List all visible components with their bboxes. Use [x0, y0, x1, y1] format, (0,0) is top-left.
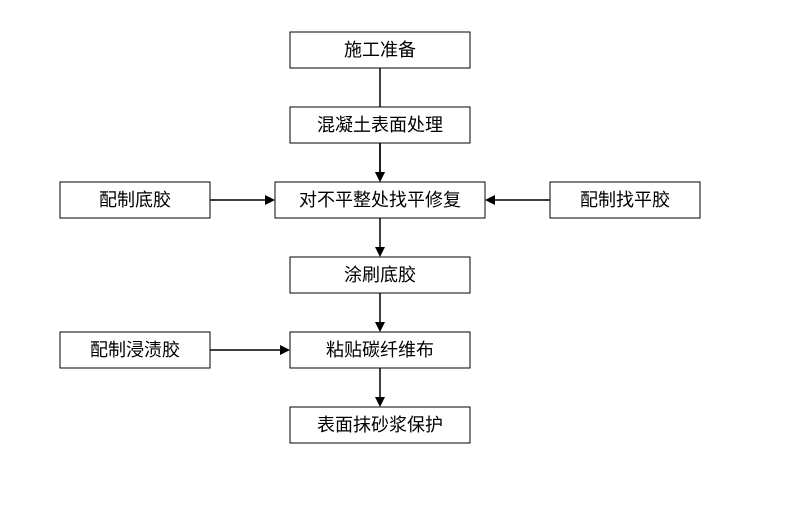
- node-label-n6: 表面抹砂浆保护: [317, 415, 443, 435]
- node-sL2: 配制浸渍胶: [60, 332, 210, 368]
- node-label-sL2: 配制浸渍胶: [90, 340, 180, 360]
- node-label-n2: 混凝土表面处理: [317, 115, 443, 135]
- flowchart-canvas: 施工准备混凝土表面处理对不平整处找平修复涂刷底胶粘贴碳纤维布表面抹砂浆保护 配制底…: [0, 0, 800, 530]
- node-n3: 对不平整处找平修复: [275, 182, 485, 218]
- node-n1: 施工准备: [290, 32, 470, 68]
- node-sR1: 配制找平胶: [550, 182, 700, 218]
- arrow-sL1-n3: [265, 195, 275, 205]
- arrow-n5-n6: [375, 397, 385, 407]
- node-label-n1: 施工准备: [344, 40, 416, 60]
- arrow-n4-n5: [375, 322, 385, 332]
- arrow-sL2-n5: [280, 345, 290, 355]
- node-label-n4: 涂刷底胶: [344, 265, 416, 285]
- node-label-sL1: 配制底胶: [99, 190, 171, 210]
- node-label-n3: 对不平整处找平修复: [299, 190, 461, 210]
- node-label-sR1: 配制找平胶: [580, 190, 670, 210]
- node-n4: 涂刷底胶: [290, 257, 470, 293]
- node-sL1: 配制底胶: [60, 182, 210, 218]
- node-n6: 表面抹砂浆保护: [290, 407, 470, 443]
- node-label-n5: 粘贴碳纤维布: [326, 340, 434, 360]
- node-n2: 混凝土表面处理: [290, 107, 470, 143]
- arrow-sR1-n3: [485, 195, 495, 205]
- node-n5: 粘贴碳纤维布: [290, 332, 470, 368]
- arrow-n2-n3: [375, 172, 385, 182]
- arrow-n3-n4: [375, 247, 385, 257]
